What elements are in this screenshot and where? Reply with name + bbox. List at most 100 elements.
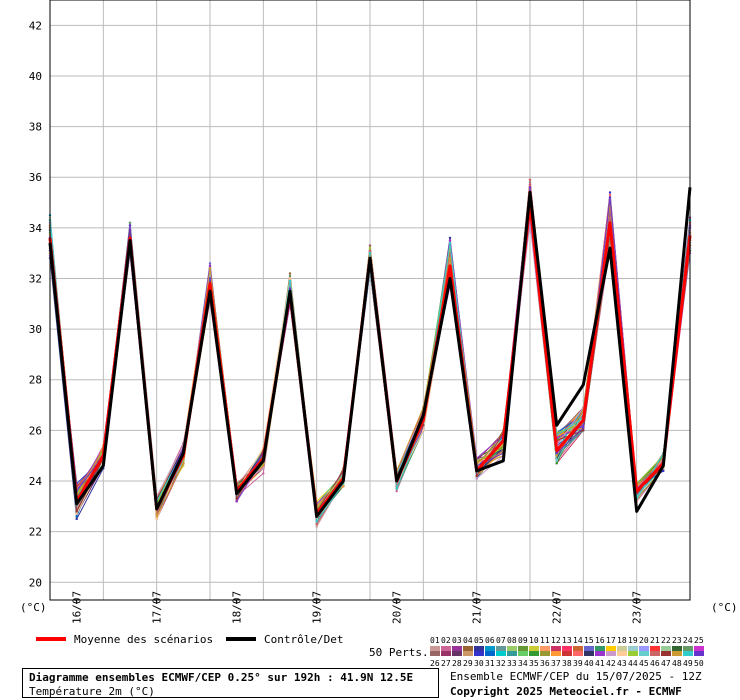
member-legend-label: 20 [639, 636, 649, 645]
member-46-line-point [315, 522, 318, 526]
member-legend-swatch [639, 646, 649, 651]
series-layer [48, 178, 692, 528]
footer-title-box: Diagramme ensembles ECMWF/CEP 0.25° sur … [22, 668, 439, 698]
grid [49, 0, 691, 600]
member-47-line-point [475, 474, 478, 478]
footer-run-info: Ensemble ECMWF/CEP du 15/07/2025 - 12Z [450, 670, 702, 683]
member-15-line-point [208, 262, 212, 265]
member-legend-swatch [562, 651, 572, 656]
member-legend-grid: 01 02 03 04 05 06 07 08 09 10 11 12 13 14 15 16 17 18 19 20… [430, 636, 704, 668]
member-legend-label: 40 [584, 659, 594, 668]
member-legend-label: 15 [584, 636, 594, 645]
member-42-line-point [262, 467, 265, 470]
member-legend-swatch [485, 646, 495, 651]
member-50-line-point [208, 277, 212, 280]
member-legend-label: 16 [595, 636, 605, 645]
member-legend-swatch [606, 646, 616, 651]
member-43-line-point [75, 512, 78, 516]
member-legend-label: 13 [562, 636, 572, 645]
member-48-line-point [182, 462, 185, 465]
member-46-line-point [368, 249, 372, 252]
member-legend-swatch [562, 646, 572, 651]
member-24-line-point [288, 274, 292, 278]
y-tick-label: 22 [29, 526, 42, 539]
member-legend-swatch [683, 651, 693, 656]
member-49-line-point [368, 251, 372, 255]
member-legend-label: 24 [683, 636, 693, 645]
legend-perts-label: 50 Perts. [369, 646, 429, 659]
member-legend-swatch [540, 651, 550, 656]
member-50-line-point [528, 186, 532, 189]
y-tick-label: 28 [29, 374, 42, 387]
member-legend-swatch [573, 651, 583, 656]
x-tick-label: 17/07 [151, 591, 164, 624]
member-legend-label: 50 [694, 659, 704, 668]
member-05-line-point [448, 236, 452, 240]
x-tick-label: 18/07 [231, 591, 244, 624]
member-legend-label: 14 [573, 636, 583, 645]
member-47-line-point [75, 510, 78, 513]
member-legend-label: 19 [628, 636, 638, 645]
x-tick-label: 16/07 [71, 591, 84, 624]
member-legend-swatch [474, 651, 484, 656]
member-43-line-point [288, 277, 292, 280]
member-43-line-point [422, 429, 425, 432]
member-04-line-point [288, 272, 292, 275]
control-line [48, 187, 692, 518]
legend: Moyenne des scénarios Contrôle/Det 50 Pe… [36, 633, 704, 668]
member-49-line-point [448, 241, 452, 245]
member-legend-label: 42 [606, 659, 616, 668]
member-legend-swatch [672, 651, 682, 656]
y-unit-right: (°C) [711, 601, 738, 614]
member-legend-label: 02 [441, 636, 451, 645]
member-legend-label: 49 [683, 659, 693, 668]
member-legend-label: 30 [474, 659, 484, 668]
member-legend-swatch [485, 651, 495, 656]
member-legend-swatch [617, 646, 627, 651]
member-legend-label: 47 [661, 659, 671, 668]
member-46-line-point [608, 216, 612, 219]
y-tick-label: 42 [29, 19, 42, 32]
member-legend-swatch [518, 651, 528, 656]
member-47-line-point [235, 497, 238, 500]
member-48-line-point [262, 464, 265, 468]
member-legend-label: 45 [639, 659, 649, 668]
member-47-line-point [582, 429, 585, 432]
member-legend-swatch [650, 646, 660, 651]
member-50-line-point [555, 451, 558, 455]
member-legend-label: 11 [540, 636, 550, 645]
member-44-line-point [368, 246, 372, 250]
member-legend-swatch [694, 651, 704, 656]
x-tick-label: 19/07 [311, 591, 324, 624]
member-legend-label: 26 [430, 659, 440, 668]
y-axis-ticks: 20 22 24 26 28 30 32 34 36 38 40 42 [29, 19, 43, 589]
member-legend-swatch [441, 651, 451, 656]
member-legend-label: 10 [529, 636, 539, 645]
member-legend-swatch [650, 651, 660, 656]
member-legend-swatch [639, 651, 649, 656]
member-legend-swatch [496, 651, 506, 656]
member-42-line-point [475, 477, 478, 480]
member-legend-swatch [441, 646, 451, 651]
member-legend-label: 36 [540, 659, 550, 668]
member-legend-swatch [573, 646, 583, 651]
member-legend-label: 41 [595, 659, 605, 668]
x-axis-ticks: 16/07 17/07 18/07 19/07 20/07 21/07 22/07 23/07 [71, 591, 644, 624]
member-05-line-point [75, 517, 78, 521]
member-46-line-point [448, 251, 452, 255]
member-31-line-point [75, 515, 78, 518]
member-legend-label: 17 [606, 636, 616, 645]
member-legend-swatch [584, 646, 594, 651]
member-legend-swatch [540, 646, 550, 651]
member-legend-label: 08 [507, 636, 517, 645]
member-legend-swatch [452, 651, 462, 656]
member-legend-label: 37 [551, 659, 561, 668]
member-legend-swatch [463, 651, 473, 656]
member-37-line-point [342, 484, 345, 488]
member-legend-swatch [507, 651, 517, 656]
member-legend-swatch [496, 646, 506, 651]
member-legend-label: 01 [430, 636, 440, 645]
member-legend-swatch [463, 646, 473, 651]
member-02-line-point [395, 489, 398, 493]
member-48-line-point [155, 515, 158, 518]
